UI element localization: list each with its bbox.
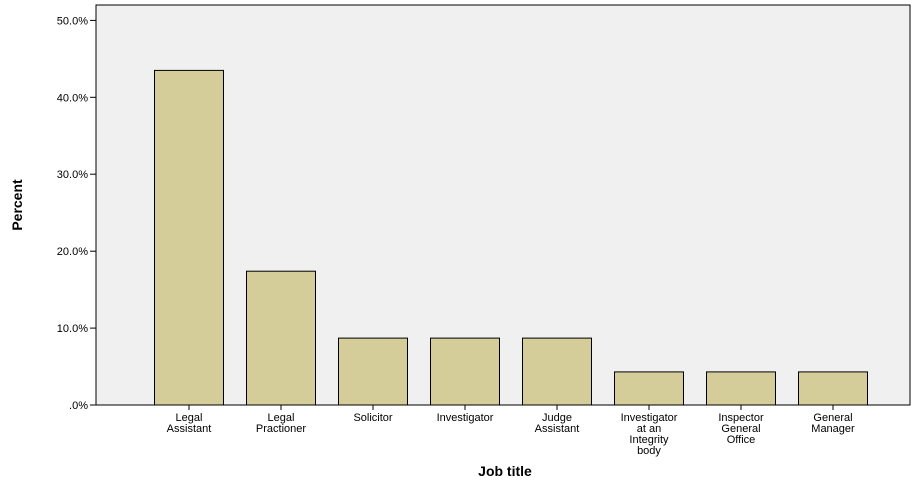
bar-5 bbox=[522, 337, 592, 406]
bar-4 bbox=[430, 337, 500, 406]
y-tick-label-4: 40.0% bbox=[57, 92, 88, 104]
y-tick-label-0: .0% bbox=[69, 400, 88, 412]
bar-2 bbox=[246, 270, 316, 406]
x-tick-label-3: Solicitor bbox=[353, 412, 392, 424]
x-axis-title: Job title bbox=[478, 463, 532, 479]
x-tick-label-7: Inspector General Office bbox=[718, 412, 764, 446]
y-tick-label-2: 20.0% bbox=[57, 246, 88, 258]
y-axis-title: Percent bbox=[9, 179, 25, 231]
plot-background bbox=[95, 4, 911, 406]
bar-6 bbox=[614, 371, 684, 406]
bar-1 bbox=[154, 69, 224, 406]
x-tick-label-4: Investigator bbox=[437, 412, 494, 424]
x-tick-label-6: Investigator at an Integrity body bbox=[621, 412, 678, 457]
y-tick-label-5: 50.0% bbox=[57, 15, 88, 27]
x-tick-label-2: Legal Practioner bbox=[256, 412, 306, 435]
bar-7 bbox=[706, 371, 776, 406]
y-tick-label-1: 10.0% bbox=[57, 323, 88, 335]
bar-3 bbox=[338, 337, 408, 406]
bar-8 bbox=[798, 371, 868, 406]
y-tick-label-3: 30.0% bbox=[57, 169, 88, 181]
x-tick-label-5: Judge Assistant bbox=[535, 412, 580, 435]
x-tick-label-8: General Manager bbox=[811, 412, 855, 435]
x-tick-label-1: Legal Assistant bbox=[167, 412, 212, 435]
